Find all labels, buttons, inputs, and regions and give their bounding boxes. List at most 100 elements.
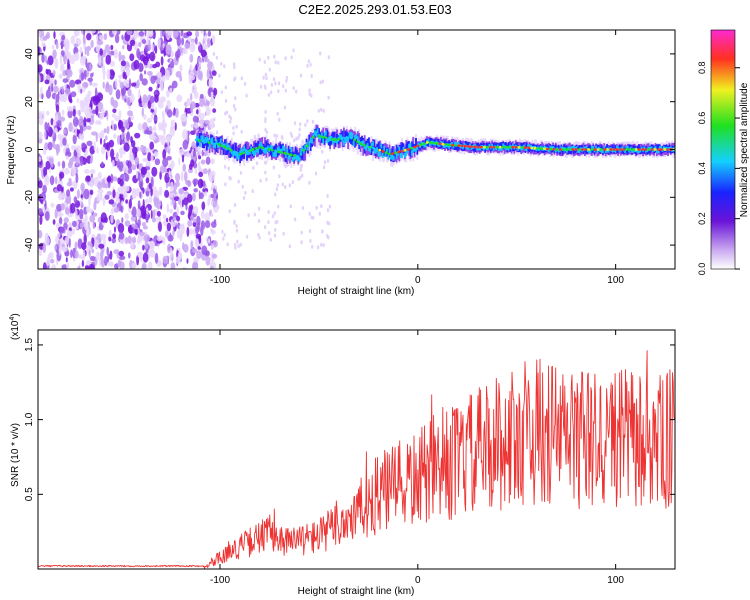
heatmap-noise-cell — [190, 93, 193, 101]
heatmap-noise-cell — [212, 123, 215, 128]
heatmap-noise-cell — [101, 161, 104, 167]
heatmap-noise-cell — [73, 196, 78, 204]
heatmap-signal-cell — [354, 138, 356, 148]
heatmap-noise-cell — [98, 132, 103, 139]
heatmap-noise-cell — [132, 146, 138, 155]
heatmap-noise-cell — [232, 131, 235, 136]
heatmap-noise-cell — [205, 156, 211, 165]
heatmap-noise-cell — [111, 237, 116, 244]
heatmap-signal-cell — [362, 143, 365, 156]
heatmap-peak-cell — [479, 145, 483, 149]
heatmap-noise-cell — [96, 146, 99, 154]
heatmap-noise-cell — [150, 187, 153, 197]
heatmap-signal-cell — [251, 148, 254, 154]
heatmap-signal-cell — [287, 155, 290, 161]
heatmap-noise-cell — [68, 237, 71, 248]
heatmap-signal-cell — [308, 139, 311, 158]
heatmap-noise-cell — [282, 84, 285, 89]
heatmap-noise-cell — [153, 126, 157, 132]
heatmap-noise-cell — [131, 206, 137, 218]
heatmap-signal-cell — [258, 145, 261, 155]
heatmap-noise-cell — [81, 260, 85, 267]
heatmap-peak-cell — [315, 134, 318, 137]
heatmap-noise-cell — [213, 117, 216, 122]
heatmap-peak-cell — [261, 146, 265, 150]
heatmap-peak-cell — [603, 148, 606, 151]
heatmap-signal-cell — [309, 142, 312, 151]
heatmap-noise-cell — [172, 110, 176, 117]
heatmap-noise-cell — [195, 64, 198, 71]
heatmap-signal-cell — [358, 133, 361, 146]
heatmap-noise-cell — [169, 61, 175, 69]
heatmap-signal-cell — [219, 138, 222, 144]
heatmap-noise-cell — [224, 98, 228, 103]
heatmap-signal-cell — [474, 145, 477, 153]
heatmap-noise-cell — [274, 192, 277, 197]
heatmap-noise-cell — [323, 165, 326, 170]
heatmap-noise-cell — [38, 30, 41, 37]
heatmap-signal-cell — [624, 149, 626, 154]
heatmap-noise-cell — [85, 113, 91, 119]
heatmap-noise-cell — [165, 90, 170, 98]
heatmap-noise-cell — [60, 50, 65, 57]
heatmap-noise-cell — [299, 167, 303, 172]
heatmap-signal-cell — [656, 144, 658, 152]
heatmap-signal-cell — [615, 145, 618, 150]
heatmap-noise-cell — [86, 125, 92, 130]
heatmap-noise-cell — [81, 142, 86, 148]
snr-y-tick-label: 1.5 — [24, 338, 35, 352]
heatmap-noise-cell — [300, 230, 303, 235]
heatmap-signal-cell — [280, 148, 283, 154]
heatmap-peak-cell — [353, 138, 356, 142]
heatmap-noise-cell — [106, 126, 110, 134]
heatmap-signal-cell — [502, 143, 505, 148]
heatmap-noise-cell — [65, 69, 72, 75]
heatmap-noise-cell — [106, 191, 113, 196]
heatmap-noise-cell — [300, 240, 303, 245]
heatmap-signal-cell — [459, 144, 462, 149]
heatmap-noise-cell — [94, 239, 99, 249]
heatmap-noise-cell — [200, 159, 206, 165]
heatmap-noise-cell — [86, 50, 90, 57]
heatmap-noise-cell — [167, 30, 173, 36]
heatmap-noise-cell — [306, 63, 309, 68]
heatmap-signal-cell — [507, 146, 510, 151]
heatmap-noise-cell — [277, 89, 280, 94]
heatmap-signal-cell — [442, 143, 445, 148]
heatmap-noise-cell — [258, 235, 261, 240]
heatmap-noise-cell — [293, 217, 297, 222]
heatmap-noise-cell — [71, 145, 77, 151]
heatmap-noise-cell — [242, 196, 246, 200]
heatmap-signal-cell — [207, 137, 210, 143]
heatmap-noise-cell — [89, 30, 96, 34]
heatmap-noise-cell — [54, 176, 58, 185]
heatmap-noise-cell — [172, 229, 175, 237]
heatmap-signal-cell — [444, 143, 446, 148]
heatmap-signal-cell — [319, 135, 322, 141]
heatmap-noise-cell — [152, 63, 158, 69]
heatmap-noise-cell — [186, 226, 190, 237]
heatmap-noise-cell — [232, 103, 236, 108]
heatmap-noise-cell — [44, 174, 50, 186]
heatmap-noise-cell — [147, 70, 153, 76]
heatmap-noise-cell — [50, 258, 55, 264]
heatmap-noise-cell — [54, 127, 58, 134]
heatmap-peak-cell — [375, 147, 379, 151]
colorbar-tick-label: 0.6 — [697, 112, 707, 125]
heatmap-noise-cell — [271, 214, 275, 219]
heatmap-noise-cell — [322, 243, 325, 248]
heatmap-noise-cell — [143, 114, 147, 120]
heatmap-peak-cell — [324, 136, 328, 140]
heatmap-peak-cell — [331, 138, 334, 141]
heatmap-signal-cell — [636, 149, 639, 154]
heatmap-signal-cell — [469, 143, 471, 148]
heatmap-noise-cell — [223, 232, 226, 237]
heatmap-noise-cell — [59, 226, 65, 234]
heatmap-noise-cell — [188, 74, 193, 85]
heatmap-signal-cell — [316, 128, 319, 134]
heatmap-signal-cell — [638, 144, 640, 152]
heatmap-noise-cell — [309, 62, 312, 67]
heatmap-noise-cell — [278, 174, 281, 179]
heatmap-noise-cell — [69, 54, 76, 65]
heatmap-signal-cell — [370, 143, 373, 148]
